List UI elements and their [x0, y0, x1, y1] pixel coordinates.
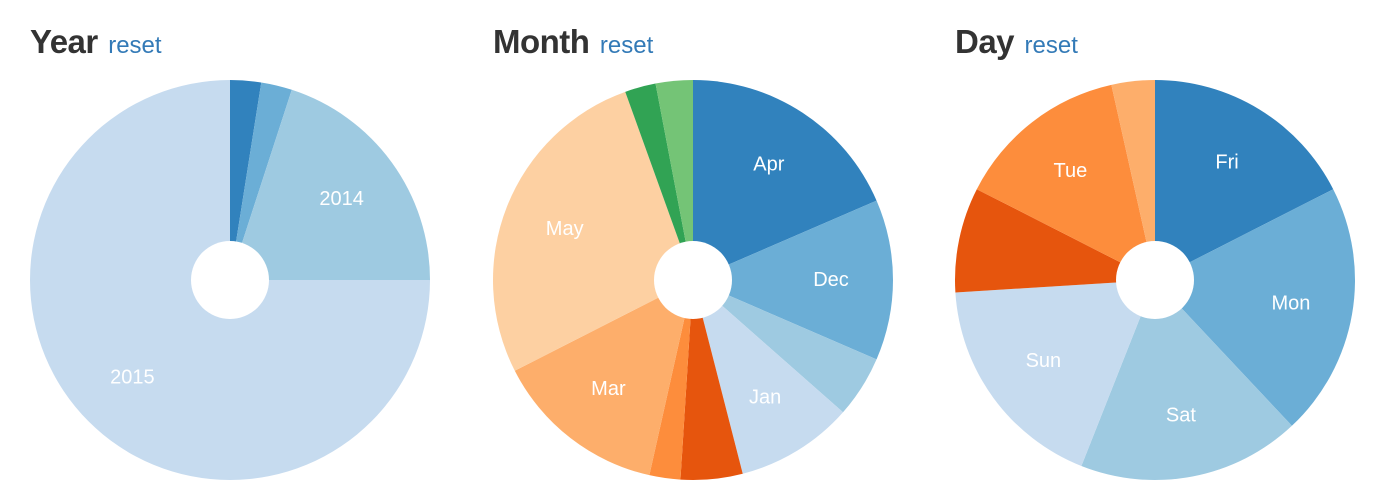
year-slice-label-2015: 2015: [110, 367, 155, 389]
month-slice-dec[interactable]: [693, 200, 893, 360]
month-slice-8[interactable]: [625, 83, 693, 280]
day-slice-fri[interactable]: [1155, 80, 1334, 280]
month-slice-9[interactable]: [655, 80, 693, 280]
month-slice-jan[interactable]: [693, 280, 844, 474]
month-slice-label-mar: Mar: [591, 378, 626, 400]
day-chart: Day reset Fri Mon Sat Sun Tue: [954, 0, 1375, 498]
day-chart-header: Day reset: [955, 22, 1078, 69]
month-pie: Apr Dec Jan Mar May: [492, 80, 893, 481]
day-slice-label-tue: Tue: [1054, 160, 1088, 182]
day-slice-mon[interactable]: [1155, 189, 1355, 426]
year-slice-1[interactable]: [230, 82, 292, 281]
day-slice-label-fri: Fri: [1215, 151, 1238, 173]
month-slice-label-apr: Apr: [753, 154, 784, 176]
month-slice-apr[interactable]: [693, 80, 877, 280]
day-slice-sun[interactable]: [955, 280, 1155, 466]
day-pie: Fri Mon Sat Sun Tue: [954, 80, 1355, 481]
month-slice-label-may: May: [546, 218, 584, 240]
month-slice-4[interactable]: [680, 280, 743, 481]
month-chart-header: Month reset: [493, 22, 653, 69]
year-pie-hole: [191, 241, 269, 319]
month-slice-mar[interactable]: [514, 280, 693, 476]
year-slice-2014[interactable]: [230, 89, 430, 280]
day-chart-title: Day: [955, 23, 1015, 60]
year-chart-title: Year: [30, 23, 98, 60]
month-slice-2[interactable]: [693, 280, 877, 413]
day-pie-hole: [1116, 241, 1194, 319]
month-slice-label-jan: Jan: [749, 387, 781, 409]
month-reset-link[interactable]: reset: [599, 32, 654, 59]
day-slice-6[interactable]: [1111, 80, 1155, 280]
year-chart: Year reset 2014 2015: [30, 0, 450, 498]
day-slice-label-mon: Mon: [1271, 293, 1310, 315]
year-pie: 2014 2015: [30, 80, 430, 480]
month-chart-title: Month: [493, 23, 590, 60]
day-slice-sat[interactable]: [1081, 280, 1292, 481]
year-chart-header: Year reset: [30, 22, 162, 69]
day-slice-4[interactable]: [954, 189, 1155, 293]
day-reset-link[interactable]: reset: [1024, 32, 1078, 59]
year-slice-label-2014: 2014: [319, 188, 364, 210]
day-slice-label-sat: Sat: [1166, 405, 1196, 427]
month-slice-label-dec: Dec: [813, 269, 849, 291]
day-slice-tue[interactable]: [976, 84, 1155, 280]
month-slice-5[interactable]: [649, 280, 693, 480]
month-chart: Month reset Apr Dec Jan Mar May: [492, 0, 913, 498]
month-slice-may[interactable]: [492, 91, 693, 371]
month-pie-hole: [654, 241, 732, 319]
year-slice-0[interactable]: [230, 80, 262, 280]
year-reset-link[interactable]: reset: [108, 32, 162, 59]
day-slice-label-sun: Sun: [1026, 350, 1062, 372]
